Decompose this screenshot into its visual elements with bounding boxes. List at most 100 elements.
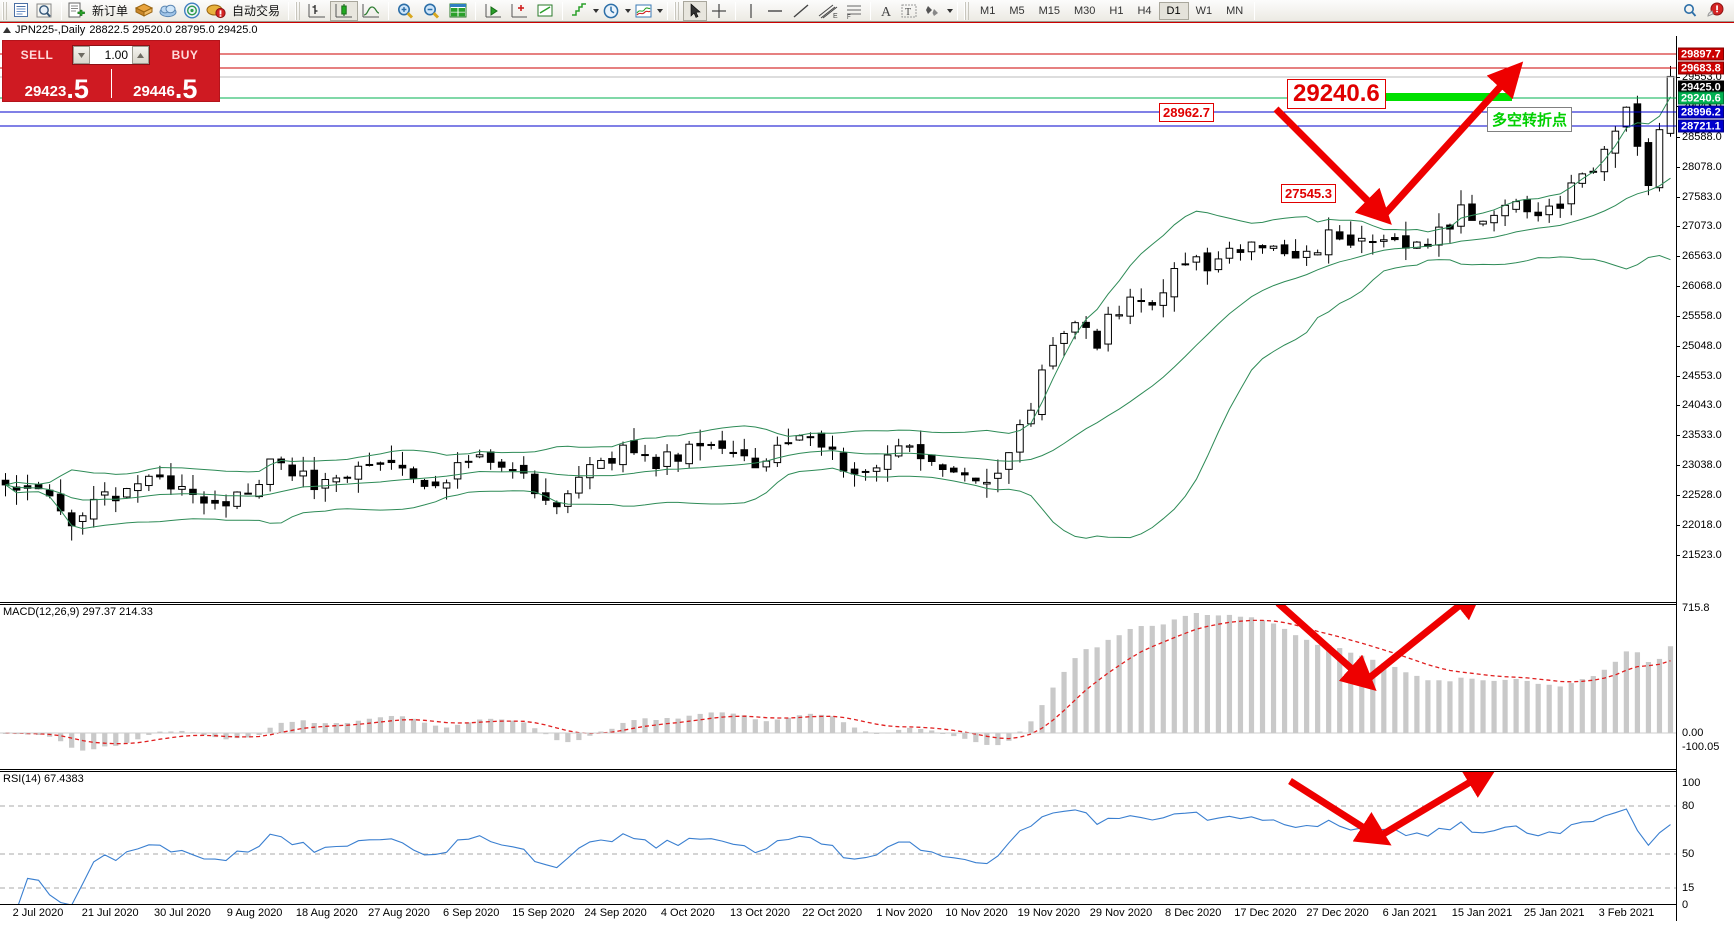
signals-icon[interactable] — [180, 1, 204, 21]
toolbar-grip[interactable] — [674, 1, 682, 20]
buy-price[interactable]: 29446 .5 — [112, 66, 220, 104]
bar-chart-icon[interactable] — [304, 1, 330, 21]
shapes-icon[interactable] — [921, 1, 945, 21]
rsi-separator — [0, 769, 1676, 772]
auto-scroll-icon[interactable] — [532, 1, 558, 21]
volume-input[interactable]: 1.00 — [104, 48, 128, 62]
chart-area[interactable]: MACD(12,26,9) 297.37 214.33 RSI(14) 67.4… — [0, 36, 1734, 937]
chevron-down-icon[interactable] — [947, 8, 954, 13]
price-trend-arrows[interactable] — [0, 36, 1676, 921]
timeframe-d1[interactable]: D1 — [1158, 1, 1189, 20]
rsi-trend-arrows[interactable] — [0, 772, 1676, 921]
timeframe-w1[interactable]: W1 — [1195, 4, 1213, 17]
main-toolbar: 新订单 自动交易 — [0, 0, 1734, 22]
horizontal-line-icon[interactable] — [762, 1, 788, 21]
price-tick-label: 24553.0 — [1682, 370, 1722, 382]
time-axis-label: 6 Jan 2021 — [1382, 907, 1438, 919]
cloud-icon[interactable] — [156, 1, 180, 21]
indicators-icon[interactable] — [631, 1, 655, 21]
volume-increase-button[interactable] — [132, 46, 149, 64]
text-label-icon[interactable]: T — [897, 1, 921, 21]
buy-price-fraction: .5 — [174, 74, 198, 104]
bid-price-label[interactable]: 28721.1 — [1678, 119, 1724, 133]
expert-advisors-icon[interactable] — [132, 1, 156, 21]
toolbar-separator — [1254, 1, 1256, 20]
autotrading-icon[interactable] — [204, 1, 228, 21]
volume-stepper[interactable]: 1.00 — [72, 45, 150, 65]
equidistant-channel-icon[interactable]: E — [814, 1, 842, 21]
sell-button-label[interactable]: SELL — [20, 48, 54, 62]
toolbar-grip[interactable] — [964, 1, 972, 20]
rsi-scale-label: 0 — [1682, 899, 1689, 911]
crosshair-icon[interactable] — [707, 1, 731, 21]
macd-scale-label: 715.8 — [1682, 602, 1710, 614]
time-axis: 2 Jul 2020 21 Jul 2020 30 Jul 2020 9 Aug 20… — [0, 904, 1676, 921]
search-icon[interactable] — [1678, 1, 1702, 21]
price-series-layer — [1, 65, 1675, 541]
price-tickmark — [1677, 405, 1680, 406]
timeframe-h1[interactable]: H1 — [1109, 4, 1124, 17]
rsi-scale-label: 50 — [1682, 848, 1695, 860]
new-order-label[interactable]: 新订单 — [92, 4, 129, 18]
svg-text:A: A — [881, 5, 892, 20]
chart-shift-icon[interactable] — [506, 1, 532, 21]
target-price-tag[interactable]: 29240.6 — [1287, 79, 1386, 109]
autotrading-label[interactable]: 自动交易 — [232, 4, 281, 18]
target-price-label[interactable]: 29240.6 — [1678, 91, 1724, 105]
sell-price-main: 29423 — [24, 83, 67, 100]
line-chart-icon[interactable] — [358, 1, 384, 21]
time-axis-label: 30 Jul 2020 — [153, 907, 211, 919]
one-click-trading-panel[interactable]: SELL 1.00 BUY 29423 .5 29446 .5 — [2, 40, 220, 104]
timeframe-m15[interactable]: M15 — [1038, 4, 1060, 17]
vertical-line-icon[interactable] — [740, 1, 762, 21]
line-price-label-1[interactable]: 29683.8 — [1678, 61, 1724, 75]
horizontal-level-lines[interactable] — [0, 36, 1676, 921]
price-tick-label: 22528.0 — [1682, 489, 1722, 501]
timeframe-m30[interactable]: M30 — [1074, 4, 1096, 17]
data-window-icon[interactable] — [445, 1, 471, 21]
line-price-label-2[interactable]: 28996.2 — [1678, 105, 1724, 119]
trendline-icon[interactable] — [788, 1, 814, 21]
price-plot[interactable]: MACD(12,26,9) 297.37 214.33 RSI(14) 67.4… — [0, 36, 1676, 921]
period-separators-icon[interactable] — [567, 1, 591, 21]
help-icon[interactable] — [1702, 1, 1728, 21]
resistance-tag[interactable]: 28962.7 — [1159, 103, 1214, 122]
timeframe-m1[interactable]: M1 — [980, 4, 996, 17]
candlestick-chart-icon[interactable] — [330, 0, 359, 21]
ask-price-label[interactable]: 29897.7 — [1678, 47, 1724, 61]
chevron-down-icon[interactable] — [657, 8, 664, 13]
scroll-chart-end-icon[interactable] — [480, 1, 506, 21]
toolbar-separator — [562, 1, 564, 20]
new-order-icon[interactable] — [66, 1, 88, 21]
buy-button-label[interactable]: BUY — [171, 48, 199, 62]
support-tag[interactable]: 27545.3 — [1281, 184, 1336, 203]
cursor-icon[interactable] — [683, 0, 708, 21]
time-axis-label: 29 Nov 2020 — [1089, 907, 1153, 919]
turning-point-note[interactable]: 多空转折点 — [1487, 107, 1573, 132]
chart-symbol-label: JPN225-,Daily — [15, 23, 86, 36]
grid-icon[interactable] — [599, 1, 623, 21]
fibonacci-icon[interactable]: F — [842, 1, 866, 21]
price-axis[interactable]: 29553.029043.028588.028078.027583.027073… — [1676, 36, 1734, 921]
volume-decrease-button[interactable] — [73, 46, 90, 64]
timeframe-m5[interactable]: M5 — [1009, 4, 1025, 17]
zoom-window-icon[interactable] — [33, 1, 57, 21]
macd-scale-label: -100.05 — [1682, 741, 1720, 753]
zoom-in-icon[interactable] — [393, 1, 419, 21]
collapse-triangle-icon[interactable] — [3, 26, 11, 33]
rsi-scale-label: 80 — [1682, 800, 1695, 812]
toolbar-grip[interactable] — [295, 1, 303, 20]
charts-icon[interactable] — [11, 1, 33, 21]
timeframe-h4[interactable]: H4 — [1137, 4, 1152, 17]
oct-divider — [110, 69, 112, 98]
chevron-down-icon[interactable] — [625, 8, 632, 13]
chevron-down-icon[interactable] — [593, 8, 600, 13]
toolbar-grip[interactable] — [2, 1, 9, 20]
macd-trend-arrows[interactable] — [0, 605, 1676, 757]
timeframe-mn[interactable]: MN — [1226, 4, 1244, 17]
sell-price[interactable]: 29423 .5 — [3, 66, 111, 103]
text-icon[interactable]: A — [875, 1, 897, 21]
macd-label: MACD(12,26,9) 297.37 214.33 — [3, 606, 153, 618]
price-tickmark — [1677, 376, 1680, 377]
zoom-out-icon[interactable] — [419, 1, 445, 21]
